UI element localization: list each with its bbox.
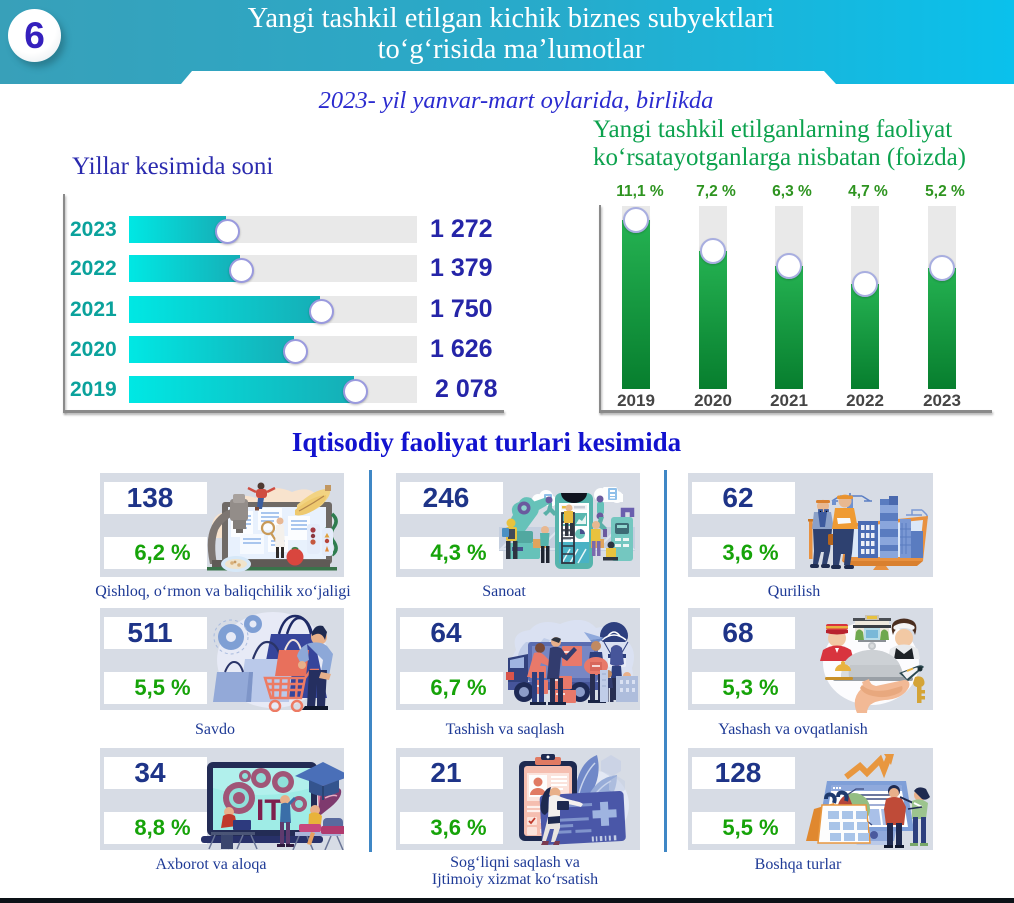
svg-text:IT: IT [256, 794, 283, 827]
